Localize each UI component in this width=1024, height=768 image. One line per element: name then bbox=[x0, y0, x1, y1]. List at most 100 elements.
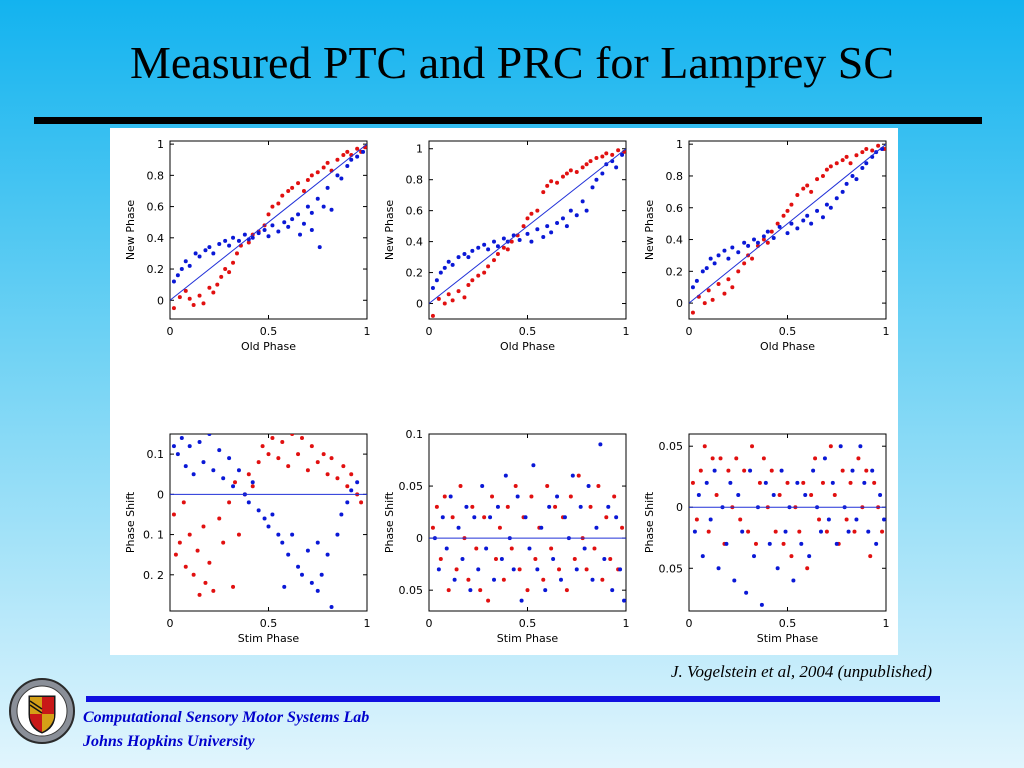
y-tick-label: 0 bbox=[416, 532, 423, 545]
red-data-point bbox=[329, 456, 334, 461]
red-data-point bbox=[820, 480, 825, 485]
red-data-point bbox=[305, 468, 310, 473]
red-data-point bbox=[702, 444, 707, 449]
blue-data-point bbox=[560, 216, 565, 221]
y-tick-label: 0.8 bbox=[406, 174, 424, 187]
red-data-point bbox=[183, 564, 188, 569]
red-data-point bbox=[315, 460, 320, 465]
red-data-point bbox=[594, 156, 599, 161]
blue-data-point bbox=[492, 577, 497, 582]
red-data-point bbox=[191, 572, 196, 577]
blue-data-point bbox=[211, 251, 216, 256]
red-data-point bbox=[876, 143, 881, 148]
blue-data-point bbox=[298, 232, 303, 237]
blue-data-point bbox=[594, 177, 599, 182]
red-data-point bbox=[187, 532, 192, 537]
red-data-point bbox=[231, 260, 236, 265]
red-data-point bbox=[576, 473, 581, 478]
red-data-point bbox=[191, 302, 196, 307]
red-data-point bbox=[466, 282, 471, 287]
red-data-point bbox=[521, 224, 526, 229]
blue-data-point bbox=[558, 577, 563, 582]
blue-data-point bbox=[742, 240, 747, 245]
blue-data-point bbox=[236, 238, 241, 243]
blue-data-point bbox=[183, 259, 188, 264]
red-data-point bbox=[301, 188, 306, 193]
red-data-point bbox=[568, 168, 573, 173]
red-data-point bbox=[694, 517, 699, 522]
blue-data-point bbox=[525, 231, 530, 236]
red-data-point bbox=[296, 181, 301, 186]
red-data-point bbox=[773, 529, 778, 534]
y-axis-label: New Phase bbox=[124, 200, 137, 261]
blue-data-point bbox=[282, 584, 287, 589]
blue-data-point bbox=[708, 256, 713, 261]
blue-data-point bbox=[231, 484, 236, 489]
blue-data-point bbox=[325, 185, 330, 190]
red-data-point bbox=[305, 178, 310, 183]
red-data-point bbox=[270, 436, 275, 441]
red-series bbox=[430, 148, 626, 318]
red-data-point bbox=[568, 494, 573, 499]
y-tick-label: 0.6 bbox=[666, 202, 684, 215]
x-tick-label: 1 bbox=[623, 325, 630, 338]
y-tick-label: 0. 2 bbox=[143, 569, 164, 582]
red-data-point bbox=[234, 251, 239, 256]
reference-line bbox=[689, 143, 886, 304]
blue-data-point bbox=[763, 480, 768, 485]
blue-data-point bbox=[470, 248, 475, 253]
blue-series bbox=[690, 146, 885, 290]
red-data-point bbox=[710, 456, 715, 461]
x-tick-label: 0.5 bbox=[519, 617, 537, 630]
x-axis-label: Old Phase bbox=[241, 340, 296, 353]
blue-data-point bbox=[838, 444, 843, 449]
blue-data-point bbox=[824, 202, 829, 207]
red-data-point bbox=[616, 148, 621, 153]
y-axis-label: New Phase bbox=[383, 200, 396, 261]
blue-data-point bbox=[503, 473, 508, 478]
blue-data-point bbox=[854, 517, 859, 522]
x-axis-label: Stim Phase bbox=[757, 632, 819, 645]
red-data-point bbox=[256, 460, 261, 465]
blue-data-point bbox=[266, 234, 271, 239]
red-data-point bbox=[852, 529, 857, 534]
y-tick-label: 0.8 bbox=[666, 170, 684, 183]
blue-data-point bbox=[217, 448, 222, 453]
blue-data-point bbox=[570, 473, 575, 478]
red-data-point bbox=[817, 517, 822, 522]
red-data-point bbox=[781, 213, 786, 218]
blue-data-point bbox=[822, 456, 827, 461]
x-tick-label: 0.5 bbox=[779, 617, 797, 630]
red-data-point bbox=[482, 515, 487, 520]
blue-data-point bbox=[740, 529, 745, 534]
red-data-point bbox=[870, 148, 875, 153]
y-tick-label: 0 bbox=[157, 294, 164, 307]
scatter-plot-5: 0 0.5 1 0.1 0.05 0 0.05 Stim Phase Phase Shift bbox=[383, 428, 630, 645]
blue-data-point bbox=[610, 588, 615, 593]
red-data-point bbox=[553, 504, 558, 509]
red-data-point bbox=[610, 152, 615, 157]
red-data-point bbox=[266, 212, 271, 217]
blue-data-point bbox=[584, 208, 589, 213]
red-data-point bbox=[276, 456, 281, 461]
blue-data-point bbox=[466, 255, 471, 260]
blue-data-point bbox=[203, 248, 208, 253]
blue-data-point bbox=[480, 484, 485, 489]
blue-data-point bbox=[299, 572, 304, 577]
red-data-point bbox=[325, 160, 330, 165]
title-underline bbox=[34, 117, 982, 124]
blue-data-point bbox=[590, 577, 595, 582]
red-data-point bbox=[171, 306, 176, 311]
red-data-point bbox=[533, 556, 538, 561]
blue-data-point bbox=[759, 602, 764, 607]
reference-line bbox=[429, 148, 626, 304]
red-data-point bbox=[742, 261, 747, 266]
red-data-point bbox=[809, 189, 814, 194]
scatter-plot-grid: 0 0.5 1 0 0.2 0.4 0.6 0.8 1 Old Phase New Phase 0 0.… bbox=[124, 138, 890, 645]
blue-data-point bbox=[696, 493, 701, 498]
red-data-point bbox=[549, 546, 554, 551]
blue-data-point bbox=[450, 262, 455, 267]
blue-data-point bbox=[207, 245, 212, 250]
red-data-point bbox=[183, 288, 188, 293]
blue-data-point bbox=[535, 227, 540, 232]
